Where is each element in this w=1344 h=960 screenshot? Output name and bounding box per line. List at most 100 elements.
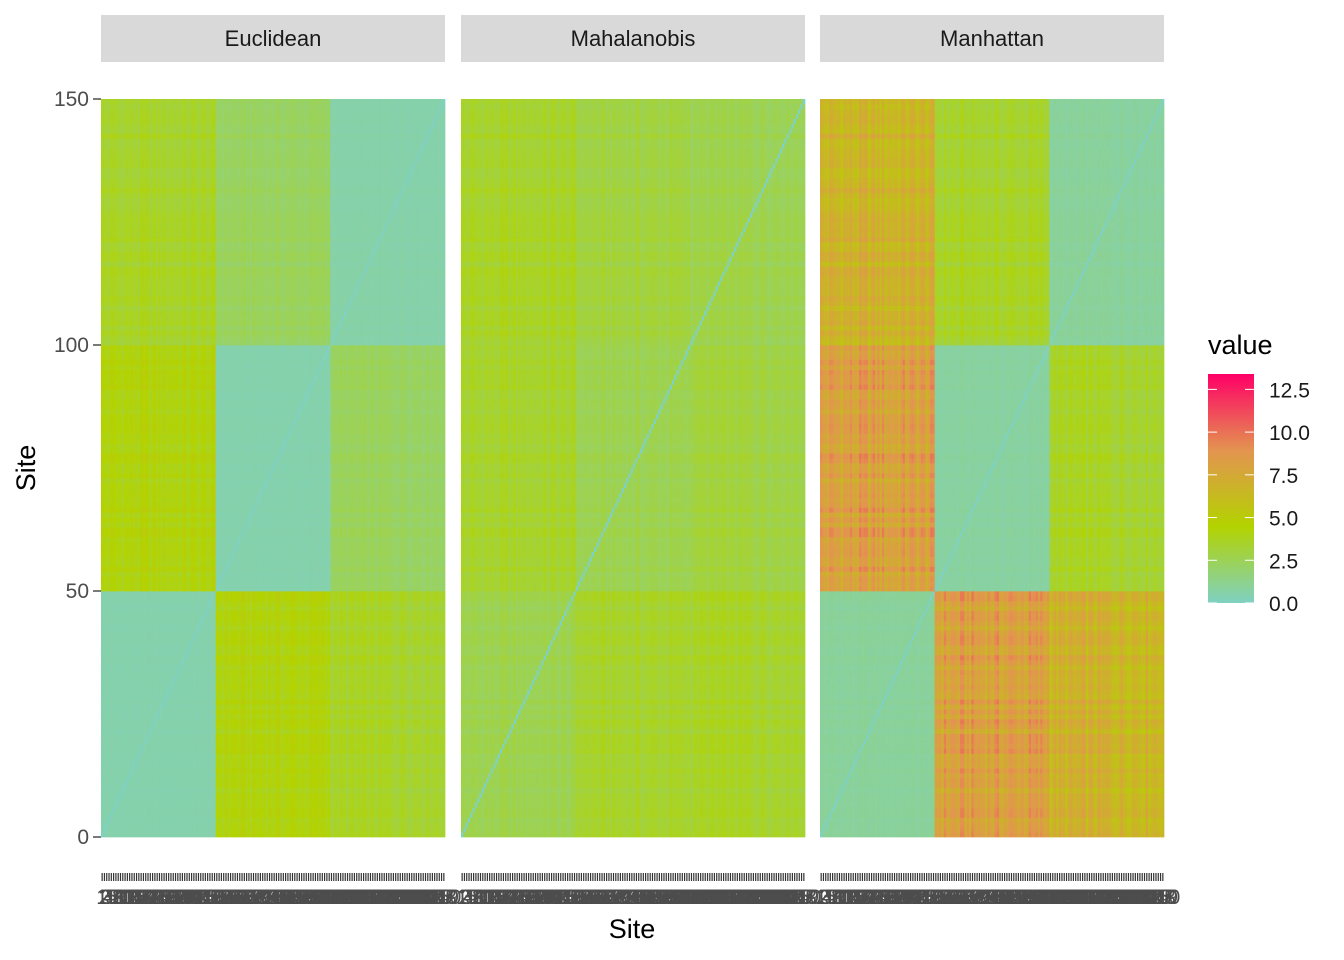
heatmap-cell [422,812,425,817]
heatmap-cell [328,827,331,832]
heatmap-cell [365,832,368,837]
heatmap-cell [266,798,269,803]
heatmap-cell [395,793,398,798]
heatmap-cell [115,817,118,822]
heatmap-cell [241,817,244,822]
heatmap-cell [103,832,106,837]
heatmap-cell [133,807,136,812]
heatmap-cell [303,827,306,832]
heatmap-cell [411,832,414,837]
heatmap-cell [303,803,306,808]
heatmap-cell [319,803,322,808]
heatmap-cell [427,822,430,827]
heatmap-cell [119,798,122,803]
heatmap-cell [390,822,393,827]
heatmap-cell [362,788,365,793]
heatmap-cell [356,832,359,837]
heatmap-cell [220,798,223,803]
heatmap-cell [122,798,125,803]
heatmap-cell [234,793,237,798]
heatmap-cell [188,788,191,793]
heatmap-cell [245,793,248,798]
heatmap-cell [138,827,141,832]
heatmap-cell [404,798,407,803]
heatmap-cell [294,827,297,832]
heatmap-cell [344,812,347,817]
heatmap-cell [278,817,281,822]
heatmap-cell [255,822,258,827]
heatmap-cell [356,798,359,803]
heatmap-cell [271,812,274,817]
heatmap-cell [411,803,414,808]
heatmap-cell [342,832,345,837]
heatmap-cell [236,827,239,832]
heatmap-cell [310,803,313,808]
heatmap-cell [161,822,164,827]
heatmap-cell [317,822,320,827]
heatmap-cell [186,832,189,837]
heatmap-cell [422,807,425,812]
heatmap-cell [395,803,398,808]
heatmap-cell [333,827,336,832]
heatmap-cell [223,798,226,803]
heatmap-cell [378,788,381,793]
heatmap-cell [388,807,391,812]
heatmap-cell [314,822,317,827]
heatmap-cell [340,803,343,808]
heatmap-cell [243,832,246,837]
heatmap-cell [399,832,402,837]
heatmap-cell [383,793,386,798]
heatmap-cell [305,822,308,827]
heatmap-cell [163,788,166,793]
heatmap-cell [158,807,161,812]
heatmap-cell [168,807,171,812]
heatmap-cell [243,793,246,798]
heatmap-cell [133,812,136,817]
heatmap-cell [429,827,432,832]
heatmap-cell [204,788,207,793]
heatmap-cell [351,788,354,793]
heatmap-cell [307,803,310,808]
heatmap-cell [158,798,161,803]
heatmap-cell [106,822,109,827]
heatmap-cell [101,793,104,798]
heatmap-cell [353,807,356,812]
heatmap-cell [333,803,336,808]
heatmap-cell [298,822,301,827]
heatmap-cell [365,798,368,803]
heatmap-cell [408,817,411,822]
heatmap-cell [443,798,446,803]
heatmap-cell [142,793,145,798]
heatmap-cell [181,832,184,837]
heatmap-cell [179,832,182,837]
heatmap-cell [280,793,283,798]
heatmap-cell [225,832,228,837]
heatmap-cell [310,812,313,817]
heatmap-cell [422,827,425,832]
heatmap-cell [147,788,150,793]
heatmap-cell [115,832,118,837]
heatmap-cell [252,803,255,808]
heatmap-cell [165,803,168,808]
heatmap-cell [124,803,127,808]
heatmap-cell [133,822,136,827]
heatmap-cell [245,812,248,817]
heatmap-cell [397,812,400,817]
heatmap-cell [369,798,372,803]
heatmap-cell [172,807,175,812]
heatmap-cell [250,832,253,837]
heatmap-cell [280,822,283,827]
heatmap-cell [234,812,237,817]
heatmap-cell [200,803,203,808]
heatmap-cell [291,817,294,822]
heatmap-cell [268,827,271,832]
heatmap-cell [110,803,113,808]
heatmap-cell [101,827,104,832]
heatmap-cell [397,807,400,812]
heatmap-cell [135,827,138,832]
heatmap-cell [383,822,386,827]
heatmap-cell [376,817,379,822]
heatmap-cell [115,822,118,827]
heatmap-cell [142,827,145,832]
heatmap-cell [252,798,255,803]
